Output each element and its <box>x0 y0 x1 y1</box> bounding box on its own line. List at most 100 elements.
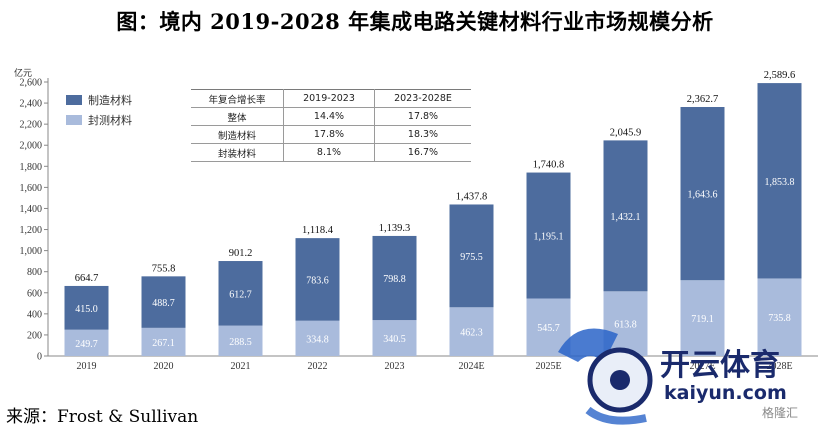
bar-total-label: 1,118.4 <box>302 225 334 236</box>
watermark-small: 格隆汇 <box>762 406 799 420</box>
x-tick-label: 2019 <box>77 361 97 372</box>
bar-value-label-manufacturing: 1,643.6 <box>688 190 718 201</box>
cagr-row: 整体 14.4% 17.8% <box>191 107 471 126</box>
watermark-url: kaiyun.com <box>664 382 787 404</box>
bar-value-label-packaging: 267.1 <box>152 338 175 349</box>
x-tick-label: 2025E <box>535 361 561 372</box>
watermark-brand: 开云体育 <box>660 348 780 383</box>
bar-value-label-packaging: 735.8 <box>768 313 791 324</box>
bar-segment-packaging <box>372 320 417 356</box>
bar-segment-packaging <box>64 329 109 356</box>
bar-segment-manufacturing <box>141 276 186 328</box>
cagr-cell: 制造材料 <box>191 125 284 144</box>
bar-segment-manufacturing <box>372 235 417 321</box>
legend-label: 封测材料 <box>88 113 132 127</box>
bar-value-label-packaging: 340.5 <box>383 334 406 345</box>
y-tick-label: 1,400 <box>20 204 43 215</box>
bar-segment-manufacturing <box>295 238 340 321</box>
legend-label: 制造材料 <box>88 93 132 107</box>
y-tick-label: 1,000 <box>20 246 43 257</box>
bar-value-label-packaging: 719.1 <box>691 314 714 325</box>
bar-total-label: 2,362.7 <box>687 94 719 105</box>
cagr-header: 2019-2023 <box>283 89 375 108</box>
bar-value-label-packaging: 249.7 <box>75 339 98 350</box>
cagr-header-row: 年复合增长率 2019-2023 2023-2028E <box>191 89 471 108</box>
cagr-cell: 18.3% <box>374 125 471 144</box>
bar-value-label-packaging: 613.8 <box>614 320 637 331</box>
bar-total-label: 901.2 <box>229 248 253 259</box>
cagr-table: 年复合增长率 2019-2023 2023-2028E 整体 14.4% 17.… <box>191 89 471 162</box>
cagr-header: 年复合增长率 <box>191 89 284 108</box>
bar-value-label-manufacturing: 488.7 <box>152 298 175 309</box>
bar-total-label: 755.8 <box>152 263 176 274</box>
x-tick-label: 2027E <box>689 361 715 372</box>
cagr-cell: 14.4% <box>283 107 375 126</box>
y-tick-label: 2,200 <box>20 120 43 131</box>
cagr-header: 2023-2028E <box>374 89 471 108</box>
y-tick-label: 2,000 <box>20 141 43 152</box>
bar-segment-manufacturing <box>526 172 571 299</box>
bar-total-label: 664.7 <box>75 273 99 284</box>
bar-value-label-packaging: 462.3 <box>460 328 483 339</box>
x-tick-label: 2020 <box>154 361 174 372</box>
bar-segment-packaging <box>680 280 725 356</box>
bar-value-label-manufacturing: 975.5 <box>460 252 483 263</box>
y-tick-label: 800 <box>27 267 42 278</box>
y-tick-label: 1,800 <box>20 162 43 173</box>
bar-value-label-manufacturing: 1,432.1 <box>611 212 641 223</box>
bar-segment-packaging <box>449 307 494 356</box>
bar-value-label-manufacturing: 783.6 <box>306 275 329 286</box>
bar-value-label-manufacturing: 1,195.1 <box>534 232 564 243</box>
x-tick-label: 2022 <box>308 361 328 372</box>
bar-segment-packaging <box>295 320 340 356</box>
bar-total-label: 2,589.6 <box>764 70 796 81</box>
y-tick-label: 200 <box>27 330 42 341</box>
cagr-cell: 16.7% <box>374 143 471 162</box>
bar-segment-manufacturing <box>449 204 494 308</box>
y-tick-label: 1,200 <box>20 225 43 236</box>
x-tick-label: 2028E <box>766 361 792 372</box>
x-tick-label: 2023 <box>385 361 405 372</box>
source-note: 来源：Frost & Sullivan <box>6 407 199 427</box>
cagr-row: 封装材料 8.1% 16.7% <box>191 143 471 162</box>
bar-segment-packaging <box>757 278 802 356</box>
chart-title: 图：境内 2019-2028 年集成电路关键材料行业市场规模分析 <box>116 9 714 34</box>
bar-total-label: 1,437.8 <box>456 191 488 202</box>
y-tick-label: 1,600 <box>20 183 43 194</box>
bar-value-label-manufacturing: 798.8 <box>383 274 406 285</box>
cagr-row: 制造材料 17.8% 18.3% <box>191 125 471 144</box>
bar-segment-packaging <box>141 327 186 356</box>
y-tick-label: 0 <box>37 352 42 363</box>
bar-value-label-manufacturing: 612.7 <box>229 289 252 300</box>
bar-total-label: 1,139.3 <box>379 223 411 234</box>
bar-segment-manufacturing <box>218 261 263 326</box>
y-tick-label: 2,400 <box>20 99 43 110</box>
bar-value-label-packaging: 288.5 <box>229 337 252 348</box>
y-tick-label: 2,600 <box>20 78 43 89</box>
y-axis-unit: 亿元 <box>14 67 32 79</box>
bar-segment-manufacturing <box>680 107 725 281</box>
bar-value-label-packaging: 545.7 <box>537 323 560 334</box>
bar-total-label: 2,045.9 <box>610 127 642 138</box>
bar-segment-manufacturing <box>757 83 802 279</box>
bar-value-label-packaging: 334.8 <box>306 334 329 345</box>
legend-swatch <box>66 95 82 105</box>
x-tick-label: 2021 <box>231 361 251 372</box>
watermark-logo <box>558 328 653 425</box>
cagr-cell: 8.1% <box>283 143 375 162</box>
bar-segment-manufacturing <box>64 285 109 330</box>
bar-value-label-manufacturing: 1,853.8 <box>765 177 795 188</box>
x-tick-label: 2024E <box>458 361 484 372</box>
y-tick-label: 600 <box>27 288 42 299</box>
bar-value-label-manufacturing: 415.0 <box>75 304 98 315</box>
cagr-cell: 17.8% <box>283 125 375 144</box>
cagr-cell: 整体 <box>191 107 284 126</box>
cagr-cell: 封装材料 <box>191 143 284 162</box>
cagr-cell: 17.8% <box>374 107 471 126</box>
bar-segment-manufacturing <box>603 140 648 292</box>
legend-swatch <box>66 115 82 125</box>
y-tick-label: 400 <box>27 309 42 320</box>
bar-total-label: 1,740.8 <box>533 160 565 171</box>
bar-segment-packaging <box>218 325 263 356</box>
